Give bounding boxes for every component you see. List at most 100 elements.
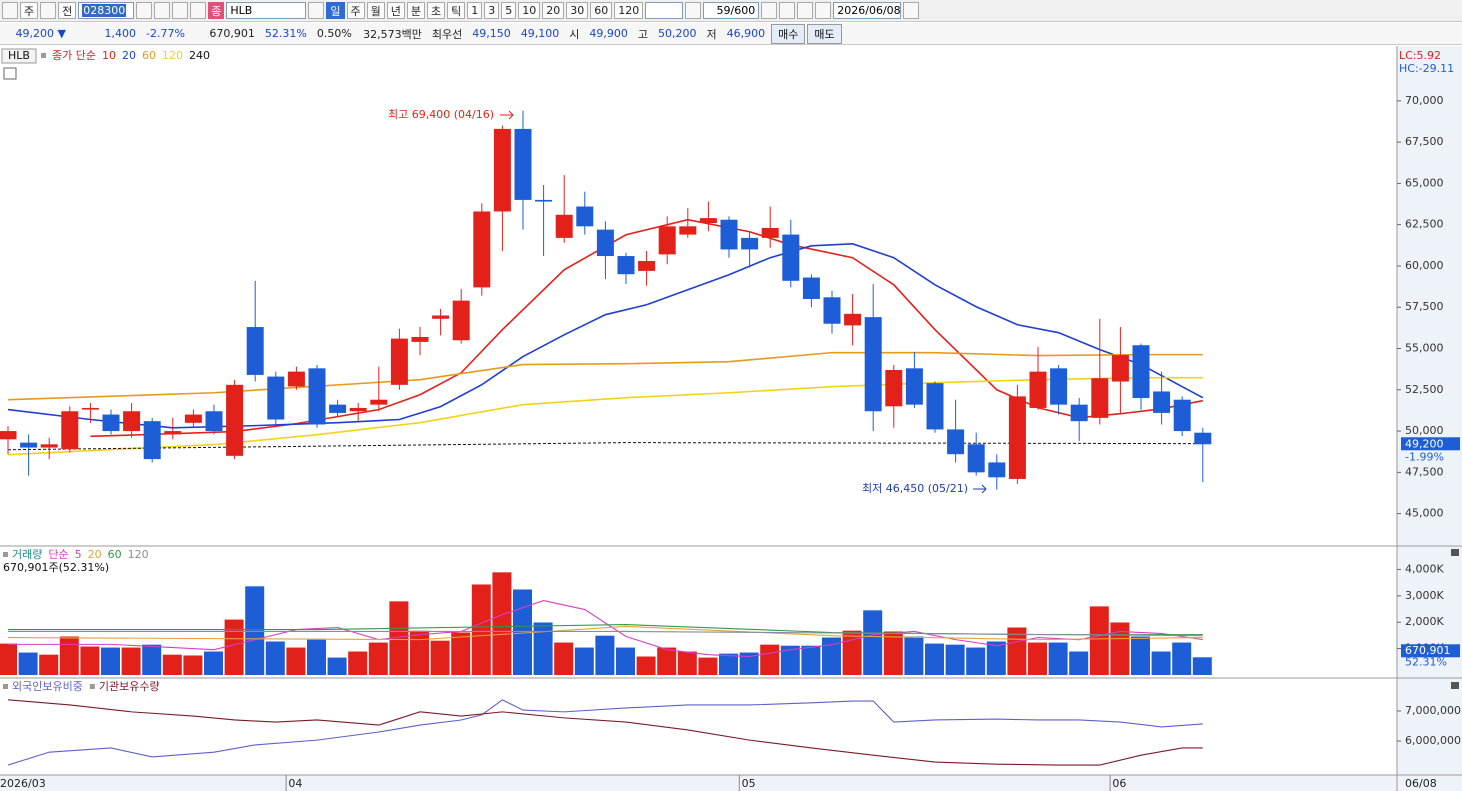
ico[interactable] — [815, 2, 832, 19]
q: 49,900 — [589, 27, 628, 40]
ico[interactable] — [172, 2, 189, 19]
btn[interactable]: 틱 — [447, 2, 466, 19]
q: 52.31% — [264, 27, 307, 40]
btn[interactable]: 주 — [346, 2, 365, 19]
btn[interactable]: 60 — [590, 2, 613, 19]
pane-button[interactable] — [1451, 682, 1459, 689]
y-tick-label: 57,500 — [1405, 300, 1444, 313]
legend-entry: 60 — [108, 548, 122, 561]
candle-body — [617, 256, 635, 275]
ico[interactable] — [40, 2, 57, 19]
btn[interactable]: 120 — [614, 2, 644, 19]
y-tick-label: 62,500 — [1405, 218, 1444, 231]
line — [7, 351, 1203, 401]
candle-body — [1008, 396, 1026, 479]
ico[interactable] — [154, 2, 171, 19]
legend-entry: 20 — [122, 49, 136, 62]
q: 670,901 — [209, 27, 255, 40]
btn[interactable]: 1 — [467, 2, 483, 19]
inp[interactable]: 028300 — [78, 2, 135, 19]
line — [7, 699, 1203, 766]
trade[interactable]: 매도 — [807, 23, 842, 44]
inp[interactable]: 59/600 — [703, 2, 760, 19]
candle-body — [823, 297, 841, 324]
candle-body — [143, 421, 161, 460]
candle-body — [287, 371, 305, 387]
btn[interactable]: 5 — [501, 2, 517, 19]
ico[interactable] — [761, 2, 778, 19]
candle-body — [226, 384, 244, 456]
ico[interactable] — [2, 2, 18, 19]
code-text[interactable]: 028300 — [82, 4, 127, 17]
btn[interactable]: 30 — [566, 2, 589, 19]
candle-body — [1132, 345, 1150, 399]
table-icon[interactable] — [3, 67, 17, 80]
candle-body — [761, 227, 779, 238]
q: 시 — [569, 27, 580, 41]
btn[interactable]: 20 — [542, 2, 565, 19]
volume-bar — [162, 654, 182, 675]
inp[interactable]: HLB — [226, 2, 307, 19]
x-tick-label: 05 — [742, 777, 756, 790]
btn[interactable]: 년 — [386, 2, 405, 19]
volume-bar — [904, 636, 924, 675]
ico[interactable] — [903, 2, 920, 19]
ico[interactable] — [136, 2, 153, 19]
volume-bar — [101, 647, 120, 675]
btn[interactable]: 주 — [20, 2, 39, 19]
ico[interactable] — [308, 2, 325, 19]
line — [8, 630, 1203, 637]
pane-button[interactable] — [1451, 549, 1459, 556]
volume-bar — [1131, 636, 1150, 675]
candle-body — [102, 414, 120, 432]
candle-body — [638, 261, 656, 271]
legend-entry: 60 — [142, 49, 156, 62]
volume-bar — [1069, 651, 1089, 675]
q: 49,200 ▼ — [15, 27, 66, 40]
corner-label: HC:-29.11 — [1399, 62, 1454, 75]
volume-bar — [822, 637, 841, 675]
btn[interactable]: 10 — [518, 2, 541, 19]
btn[interactable]: 일 — [326, 2, 345, 19]
ico[interactable] — [685, 2, 702, 19]
symbol-box — [1, 48, 37, 64]
q: 32,573백만 — [363, 27, 422, 41]
legend-entry: 20 — [88, 548, 102, 561]
ico[interactable] — [797, 2, 814, 19]
inp[interactable] — [645, 2, 684, 19]
candle-body — [535, 199, 553, 202]
tag[interactable]: 종 — [208, 2, 225, 19]
subtitle: 670,901주(52.31%) — [3, 561, 109, 574]
candle-body — [905, 368, 923, 405]
volume-bar — [348, 651, 368, 675]
volume-bar — [883, 631, 903, 675]
inp[interactable]: 2026/06/08 — [833, 2, 902, 19]
volume-bar — [410, 630, 429, 675]
legend-entry: 240 — [189, 49, 210, 62]
candle-body — [61, 411, 79, 450]
ico[interactable] — [190, 2, 207, 19]
candle-body — [308, 368, 326, 425]
btn[interactable]: 전 — [58, 2, 77, 19]
candle-body — [390, 338, 408, 385]
y-tick-label: 6,000,000 — [1405, 734, 1461, 747]
volume-bar — [368, 642, 388, 675]
y-tick-label: 4,000K — [1405, 562, 1444, 575]
legend-icon — [3, 552, 8, 557]
ico[interactable] — [779, 2, 796, 19]
q: 49,150 — [472, 27, 511, 40]
volume-bar — [430, 640, 450, 675]
candle-body — [679, 226, 697, 235]
btn[interactable]: 초 — [427, 2, 446, 19]
volume-bar — [471, 584, 491, 675]
btn[interactable]: 분 — [406, 2, 425, 19]
candle-body — [473, 211, 491, 288]
btn[interactable]: 3 — [484, 2, 500, 19]
legend-entry: 5 — [75, 548, 82, 561]
volume-bar — [224, 619, 244, 675]
candle-body — [411, 336, 429, 342]
trade[interactable]: 매수 — [771, 23, 806, 44]
btn[interactable]: 월 — [366, 2, 385, 19]
volume-bar — [1089, 606, 1109, 675]
candle-body — [184, 414, 202, 423]
